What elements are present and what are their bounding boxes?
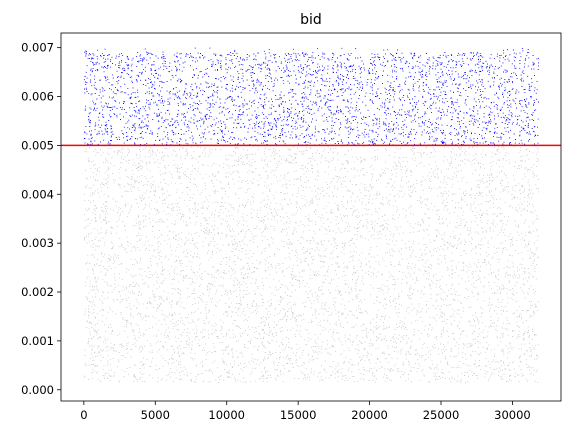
plot-frame [60,32,562,402]
y-tick-label: 0.006 [21,90,54,104]
scatter-points [83,47,539,146]
below-threshold-points [83,144,539,383]
y-axis: 0.000 0.001 0.002 0.003 0.004 0.005 0.006 0.007 [21,41,61,397]
x-tick-label: 5000 [141,408,170,422]
y-tick-label: 0.000 [21,383,54,397]
y-tick-label: 0.003 [21,236,54,250]
scatter-points [83,144,539,383]
x-tick-label: 0 [80,408,87,422]
y-tick-label: 0.001 [21,334,54,348]
chart-title: bid [300,12,322,28]
y-tick-label: 0.005 [21,138,54,152]
x-tick-label: 10000 [208,408,245,422]
x-tick-label: 15000 [280,408,317,422]
x-axis: 0 5000 10000 15000 20000 25000 30000 [80,401,531,422]
x-tick-label: 25000 [423,408,460,422]
y-tick-label: 0.002 [21,285,54,299]
y-tick-label: 0.007 [21,41,54,55]
x-tick-label: 30000 [494,408,531,422]
x-tick-label: 20000 [351,408,388,422]
y-tick-label: 0.004 [21,187,54,201]
above-threshold-points [83,47,539,146]
